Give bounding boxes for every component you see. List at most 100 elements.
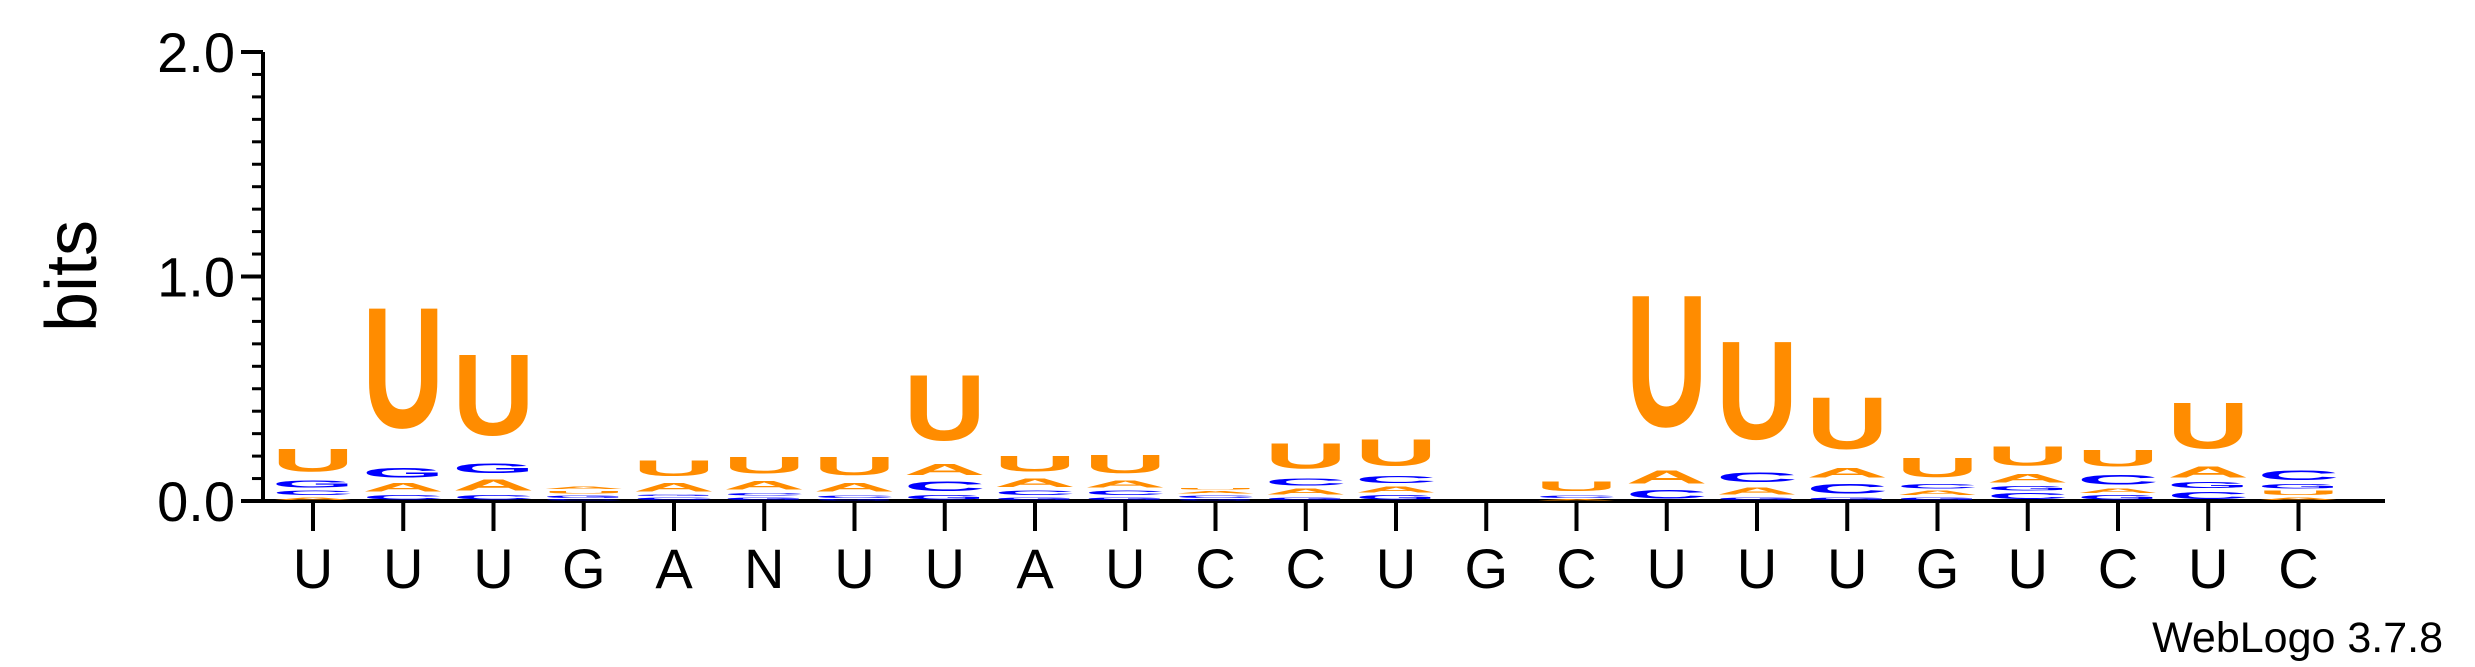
logo-letter-G: G <box>2167 481 2249 490</box>
logo-letter-C: C <box>1355 474 1437 485</box>
logo-letter-G: G <box>1716 496 1798 501</box>
logo-letter-U: U <box>2167 388 2249 462</box>
logo-letter-C: C <box>2167 490 2249 501</box>
axes: bits WebLogo 3.7.8 <box>32 52 2443 662</box>
logo-letter-C: C <box>1084 490 1166 497</box>
logo-letter-U: U <box>543 490 625 494</box>
logo-letter-A: A <box>814 481 896 494</box>
logo-letter-U: U <box>1806 382 1888 465</box>
x-tick-label: U <box>2008 537 2048 600</box>
logo-letter-A: A <box>904 461 986 479</box>
logo-letter-C: C <box>723 492 805 496</box>
logo-letter-G: G <box>1806 496 1888 501</box>
logo-letter-C: C <box>1626 488 1708 501</box>
logo-letter-A: A <box>1716 485 1798 496</box>
logo-letter-U: U <box>723 452 805 479</box>
logo-letter-G: G <box>543 494 625 499</box>
logo-letter-U: U <box>1355 431 1437 474</box>
x-tick-label: C <box>2278 537 2318 600</box>
x-tick-label: U <box>1737 537 1777 600</box>
logo-letter-G: G <box>272 478 354 489</box>
logo-letter-U: U <box>1084 449 1166 478</box>
logo-letter-A: A <box>1084 479 1166 490</box>
x-tick-label: U <box>1376 537 1416 600</box>
logo-letter-G: G <box>994 496 1076 501</box>
logo-letter-C: C <box>1536 494 1618 498</box>
logo-letter-C: C <box>1175 494 1257 498</box>
logo-letter-U: U <box>1265 436 1347 476</box>
logo-letter-A: A <box>633 481 715 494</box>
logo-letter-U: U <box>1716 312 1798 469</box>
logo-letter-C: C <box>362 494 444 501</box>
logo-letter-U: U <box>633 456 715 481</box>
logo-letter-G: G <box>2258 483 2340 490</box>
logo-letter-U: U <box>2077 445 2159 472</box>
logo-letter-U: U <box>814 452 896 481</box>
logo-letter-G: G <box>723 496 805 501</box>
logo-letter-C: C <box>1987 492 2069 501</box>
logo-letter-G: G <box>1897 496 1979 501</box>
x-tick-label: U <box>383 537 423 600</box>
letter-stacks: ACGUCAGUCAGUCGUACGAUGCAUGCAUGCAUGCAUGCAU… <box>272 255 2339 501</box>
y-axis-label: bits <box>32 220 112 332</box>
logo-letter-A: A <box>1175 490 1257 494</box>
logo-letter-G: G <box>1987 485 2069 492</box>
x-tick-label: G <box>562 537 606 600</box>
x-tick-label: U <box>2188 537 2228 600</box>
logo-letter-U: U <box>272 442 354 478</box>
logo-letter-C: C <box>814 494 896 498</box>
logo-letter-A: A <box>994 476 1076 489</box>
logo-letter-U: U <box>2258 490 2340 497</box>
logo-letter-C: C <box>2258 467 2340 483</box>
x-tick-label: G <box>1464 537 1508 600</box>
logo-letter-U: U <box>904 356 986 461</box>
logo-letter-G: G <box>1355 494 1437 501</box>
logo-letter-A: A <box>723 479 805 492</box>
x-tick-label: U <box>1647 537 1687 600</box>
logo-letter-G: G <box>633 494 715 496</box>
y-tick-label: 0.0 <box>157 470 235 533</box>
y-ticks: 0.0 1.0 2.0 <box>157 21 263 533</box>
logo-letter-U: U <box>453 331 535 461</box>
logo-letter-U: U <box>1987 440 2069 472</box>
logo-letter-G: G <box>1084 496 1166 501</box>
x-tick-label: C <box>2098 537 2138 600</box>
logo-letter-G: G <box>1175 499 1257 501</box>
logo-letter-G: G <box>453 461 535 477</box>
x-tick-label: A <box>1016 537 1054 600</box>
logo-letter-G: G <box>362 465 444 481</box>
logo-letter-A: A <box>1626 467 1708 487</box>
logo-letter-G: G <box>1265 496 1347 501</box>
logo-letter-U: U <box>362 271 444 464</box>
x-tick-label: U <box>293 537 333 600</box>
logo-letter-C: C <box>453 494 535 501</box>
logo-letter-U: U <box>1174 488 1256 490</box>
logo-letter-A: A <box>452 476 534 494</box>
logo-letter-C: C <box>2077 472 2159 488</box>
logo-letter-C: C <box>633 497 715 501</box>
logo-letter-A: A <box>1987 472 2069 485</box>
logo-letter-A: A <box>1535 499 1617 501</box>
logo-letter-C: C <box>543 499 625 501</box>
logo-letter-A: A <box>1355 485 1437 494</box>
logo-letter-A: A <box>362 481 444 494</box>
logo-letter-G: G <box>2077 494 2159 501</box>
logo-letter-A: A <box>543 485 625 489</box>
logo-letter-A: A <box>2167 463 2249 481</box>
x-tick-label: C <box>1286 537 1326 600</box>
x-tick-label: U <box>1827 537 1867 600</box>
logo-letter-A: A <box>1897 490 1979 497</box>
x-tick-label: U <box>925 537 965 600</box>
logo-letter-G: G <box>904 494 986 501</box>
logo-letter-C: C <box>1806 481 1888 497</box>
logo-letter-U: U <box>994 452 1076 477</box>
logo-letter-U: U <box>1626 255 1708 466</box>
logo-letter-A: A <box>272 497 354 501</box>
x-tick-label: U <box>834 537 874 600</box>
x-tick-label: U <box>473 537 513 600</box>
logo-letter-C: C <box>904 479 986 495</box>
logo-letter-C: C <box>272 490 354 497</box>
logo-letter-U: U <box>1897 451 1979 483</box>
logo-letter-G: G <box>814 499 896 501</box>
